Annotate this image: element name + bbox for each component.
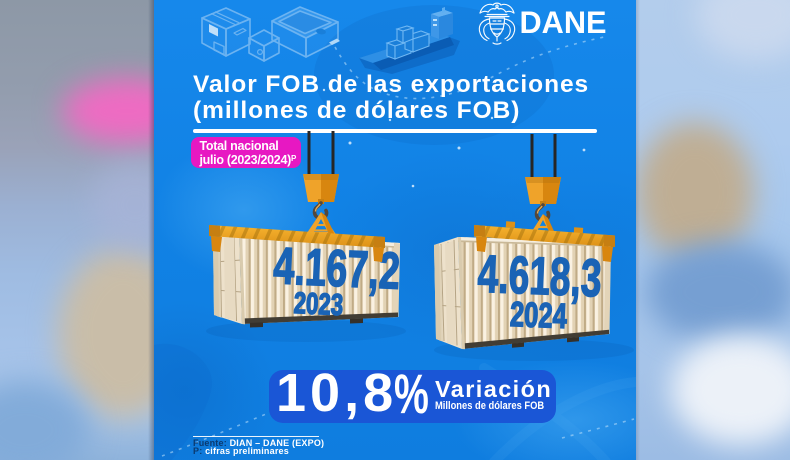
svg-text:2023: 2023 [293,286,344,322]
svg-text:4.618,3: 4.618,3 [477,244,603,308]
svg-text:4.167,2: 4.167,2 [272,236,401,300]
svg-text:2024: 2024 [509,295,567,336]
svg-text:DANE: DANE [520,4,607,40]
